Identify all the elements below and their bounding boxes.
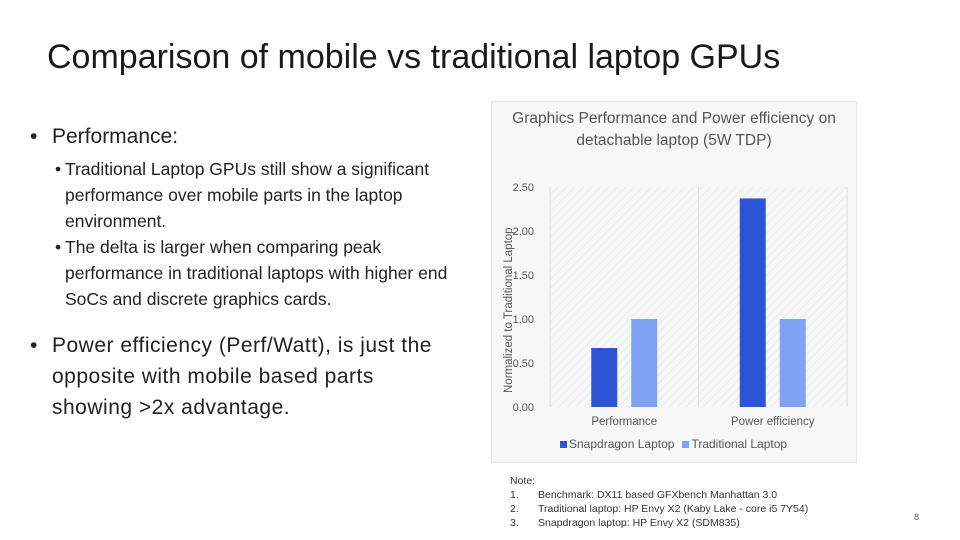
sub-bullet-2-text: The delta is larger when comparing peak … <box>65 237 448 309</box>
y-tick-label: 2.50 <box>513 182 534 194</box>
sub-bullets: • Traditional Laptop GPUs still show a s… <box>55 156 460 312</box>
bullet-dot: • <box>55 237 62 257</box>
bullet-dot: • <box>30 125 38 148</box>
bar-snapdragon <box>739 198 766 407</box>
bullet-list: • Performance: • Traditional Laptop GPUs… <box>30 124 460 429</box>
sub-bullet-1: • Traditional Laptop GPUs still show a s… <box>55 156 460 234</box>
bar-snapdragon <box>591 348 618 407</box>
footnote-text: Traditional laptop: HP Envy X2 (Kaby Lak… <box>538 503 809 515</box>
footnotes: Note: 1. Benchmark: DX11 based GFXbench … <box>510 474 808 530</box>
x-category-label: Power efficiency <box>731 416 815 428</box>
page-number: 8 <box>914 512 920 522</box>
slide-title: Comparison of mobile vs traditional lapt… <box>47 38 781 76</box>
legend-item-snapdragon: Snapdragon Laptop <box>560 437 674 451</box>
y-tick-label: 0.50 <box>513 358 534 370</box>
bullet-performance: • Performance: <box>30 124 460 150</box>
legend-swatch <box>682 441 690 448</box>
legend-swatch <box>560 441 567 448</box>
sub-bullet-1-text: Traditional Laptop GPUs still show a sig… <box>65 159 430 231</box>
footnote-1: 1. Benchmark: DX11 based GFXbench Manhat… <box>510 488 808 502</box>
bar-traditional <box>779 319 806 407</box>
chart-legend: Snapdragon Laptop Traditional Laptop <box>560 437 787 451</box>
sub-bullet-2: • The delta is larger when comparing pea… <box>55 234 460 312</box>
footnote-text: Snapdragon laptop: HP Envy X2 (SDM835) <box>538 517 740 529</box>
y-tick-label: 1.50 <box>513 270 534 282</box>
footnote-3: 3. Snapdragon laptop: HP Envy X2 (SDM835… <box>510 516 808 530</box>
bullet-power-text: Power efficiency (Perf/Watt), is just th… <box>52 334 432 419</box>
legend-item-traditional: Traditional Laptop <box>682 437 787 451</box>
legend-label: Snapdragon Laptop <box>569 437 675 451</box>
footnote-number: 1. <box>510 489 519 501</box>
y-tick-label: 2.00 <box>513 226 534 238</box>
y-tick-label: 1.00 <box>513 314 534 326</box>
chart-plot: 0.00 0.50 1.00 1.50 2.00 2.50 Performance Power… <box>513 182 848 428</box>
chart-title: Graphics Performance and Power efficienc… <box>512 110 836 149</box>
bullet-dot: • <box>30 334 38 357</box>
legend-label: Traditional Laptop <box>691 437 788 451</box>
footnote-number: 3. <box>510 517 519 529</box>
x-category-label: Performance <box>591 416 657 428</box>
bullet-performance-text: Performance: <box>52 125 179 148</box>
footnote-2: 2. Traditional laptop: HP Envy X2 (Kaby … <box>510 502 808 516</box>
footnote-number: 2. <box>510 503 519 515</box>
y-tick-label: 0.00 <box>513 402 534 414</box>
footnote-header: Note: <box>510 475 536 487</box>
bar-traditional <box>631 319 658 407</box>
bullet-dot: • <box>55 159 62 179</box>
footnote-text: Benchmark: DX11 based GFXbench Manhattan… <box>538 489 778 501</box>
bullet-power: • Power efficiency (Perf/Watt), is just … <box>30 330 460 423</box>
